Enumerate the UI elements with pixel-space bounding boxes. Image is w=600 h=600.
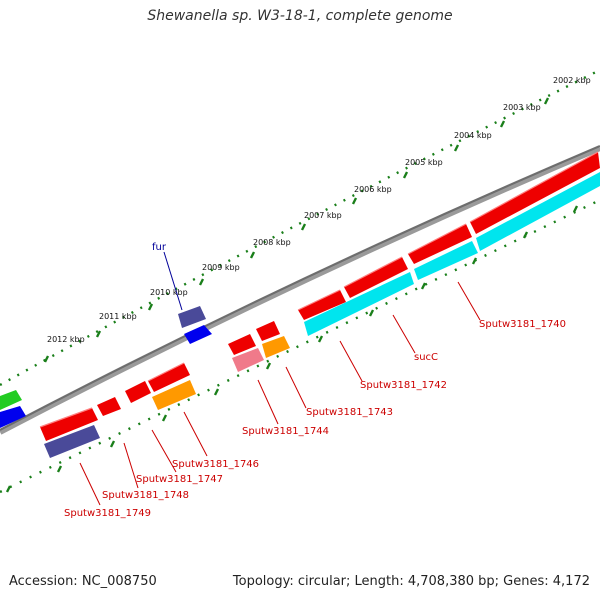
gene-label[interactable]: sucC xyxy=(414,352,438,363)
gene-label[interactable]: Sputw3181_1746 xyxy=(172,459,259,470)
ruler-label: 2002 kbp xyxy=(553,76,591,85)
gene-label[interactable]: Sputw3181_1747 xyxy=(136,474,223,485)
gene-label[interactable]: Sputw3181_1740 xyxy=(479,319,566,330)
gene-label[interactable]: Sputw3181_1742 xyxy=(360,380,447,391)
ruler-label: 2005 kbp xyxy=(405,158,443,167)
ruler-label: 2011 kbp xyxy=(99,312,137,321)
accession-text: Accession: NC_008750 xyxy=(9,574,157,589)
gene-feature-red[interactable] xyxy=(125,381,151,403)
gene-feature-red[interactable] xyxy=(256,321,280,341)
inner-ruler-ticks xyxy=(7,206,577,492)
inner-ruler-track xyxy=(0,200,600,492)
ruler-label: 2003 kbp xyxy=(503,103,541,112)
gene-label-fur[interactable]: fur xyxy=(152,242,167,253)
ruler-label: 2012 kbp xyxy=(47,335,85,344)
genome-map-canvas: 2002 kbp 2003 kbp 2004 kbp 2005 kbp 2006… xyxy=(0,0,600,600)
gene-label[interactable]: Sputw3181_1744 xyxy=(242,426,329,437)
fur-connector xyxy=(164,252,182,310)
ruler-label: 2009 kbp xyxy=(202,263,240,272)
gene-label[interactable]: Sputw3181_1749 xyxy=(64,508,151,519)
gene-label[interactable]: Sputw3181_1748 xyxy=(102,490,189,501)
gene-label[interactable]: Sputw3181_1743 xyxy=(306,407,393,418)
forward-red-genes xyxy=(40,152,600,441)
ruler-label: 2008 kbp xyxy=(253,238,291,247)
cyan-feature-strip xyxy=(304,172,600,336)
ruler-label: 2006 kbp xyxy=(354,185,392,194)
genome-summary-text: Topology: circular; Length: 4,708,380 bp… xyxy=(233,574,590,589)
gene-labels: Sputw3181_1740 sucC Sputw3181_1742 Sputw… xyxy=(64,319,566,519)
ruler-label: 2010 kbp xyxy=(150,288,188,297)
ruler-label: 2004 kbp xyxy=(454,131,492,140)
gene-feature-red[interactable] xyxy=(97,397,121,416)
ruler-label: 2007 kbp xyxy=(304,211,342,220)
genome-map: Shewanella sp. W3-18-1, complete genome xyxy=(0,0,600,600)
genome-backbone xyxy=(0,148,600,432)
